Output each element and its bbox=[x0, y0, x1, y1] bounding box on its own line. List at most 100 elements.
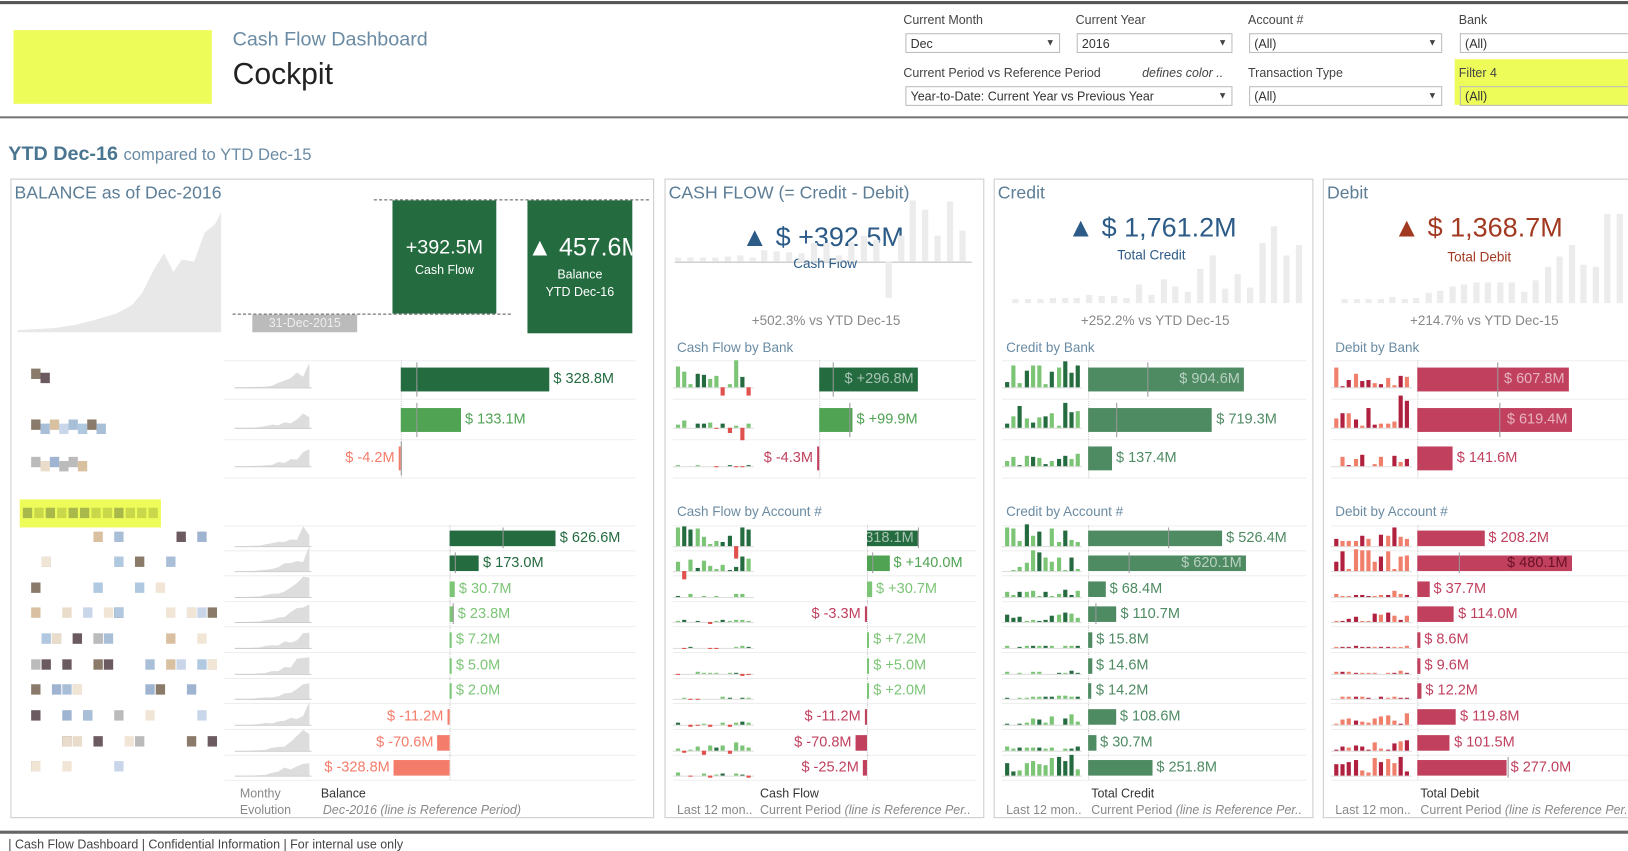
credit-accounts-bar[interactable] bbox=[1088, 530, 1223, 546]
balance-accounts-value-label: $ 173.0M bbox=[483, 553, 544, 571]
cash_flow-accounts-bar[interactable] bbox=[866, 682, 870, 699]
balance-accounts-bar[interactable] bbox=[393, 759, 450, 776]
credit-banks-bar[interactable] bbox=[1088, 407, 1213, 432]
current-year-select[interactable]: 2016 ▼ bbox=[1076, 33, 1233, 53]
row-divider bbox=[224, 703, 636, 705]
debit-accounts-bar[interactable] bbox=[1417, 605, 1454, 622]
kpi-background-bar bbox=[749, 257, 756, 262]
cash_flow-accounts-bar[interactable] bbox=[866, 657, 870, 674]
credit-accounts-bar[interactable] bbox=[1088, 580, 1106, 597]
cash_flow-banks-bar[interactable] bbox=[817, 445, 820, 470]
sparkline-bar bbox=[675, 673, 681, 675]
sparkline-bar bbox=[1379, 696, 1384, 699]
sparkline-bar bbox=[740, 466, 745, 468]
sparkline-baseline bbox=[1001, 571, 1082, 573]
reference-line bbox=[1499, 402, 1501, 437]
debit-accounts-value-label: $ 277.0M bbox=[1510, 757, 1572, 775]
cash_flow-accounts-bar[interactable] bbox=[866, 530, 918, 546]
period-select[interactable]: Year-to-Date: Current Year vs Previous Y… bbox=[905, 86, 1233, 106]
balance-accounts-bar[interactable] bbox=[449, 682, 452, 699]
debit-banks-bar[interactable] bbox=[1417, 445, 1453, 470]
sparkline-bar bbox=[1392, 455, 1397, 467]
balance-accounts-value-label: $ 23.8M bbox=[457, 604, 511, 621]
transaction-type-select[interactable]: (All) ▼ bbox=[1249, 86, 1443, 106]
row-divider bbox=[1331, 678, 1628, 680]
sparkline-bar bbox=[1398, 375, 1403, 388]
current-month-select[interactable]: Dec ▼ bbox=[905, 33, 1061, 53]
balance-accounts-bar[interactable] bbox=[437, 734, 450, 751]
sparkline-bar bbox=[695, 423, 700, 428]
sparkline-bar bbox=[1017, 566, 1023, 572]
balance-accounts-bar[interactable] bbox=[449, 605, 454, 622]
cash_flow-accounts-bar[interactable] bbox=[866, 580, 872, 597]
sparkline-bar bbox=[682, 750, 687, 753]
cash_flow-accounts-bar[interactable] bbox=[864, 605, 867, 622]
sparkline-bar bbox=[1347, 568, 1352, 572]
cash-flow-by-account-title: Cash Flow by Account # bbox=[676, 503, 822, 520]
debit-accounts-bar[interactable] bbox=[1417, 708, 1456, 725]
end-balance-line bbox=[373, 199, 649, 201]
sparkline-bar bbox=[1043, 748, 1048, 751]
redacted-account-name bbox=[103, 633, 114, 644]
cash_flow-banks-bar[interactable] bbox=[819, 367, 918, 391]
sparkline-baseline bbox=[1331, 647, 1413, 649]
credit-accounts-bar[interactable] bbox=[1088, 734, 1096, 751]
bank-select[interactable]: (All) bbox=[1459, 33, 1628, 53]
credit-accounts-bar[interactable] bbox=[1088, 605, 1117, 622]
cash_flow-accounts-bar[interactable] bbox=[862, 759, 867, 776]
credit-banks-bar[interactable] bbox=[1088, 367, 1245, 391]
debit-accounts-bar[interactable] bbox=[1417, 530, 1485, 546]
debit-accounts-bar[interactable] bbox=[1417, 734, 1450, 751]
filter4-select[interactable]: (All) bbox=[1459, 86, 1628, 106]
cash_flow-accounts-bar[interactable] bbox=[866, 554, 890, 571]
cash_flow-accounts-bar[interactable] bbox=[864, 708, 867, 725]
row-divider bbox=[1001, 755, 1307, 757]
debit-panel bbox=[1322, 178, 1628, 819]
balance-banks-bar[interactable] bbox=[398, 445, 401, 470]
debit-accounts-bar[interactable] bbox=[1417, 631, 1421, 648]
row-divider bbox=[224, 626, 636, 628]
debit-accounts-bar[interactable] bbox=[1417, 682, 1422, 699]
sparkline-bar bbox=[1385, 423, 1390, 428]
sparkline-bar bbox=[701, 723, 706, 725]
credit-banks-bar[interactable] bbox=[1088, 445, 1112, 470]
credit-accounts-bar[interactable] bbox=[1088, 657, 1092, 674]
sparkline-bar bbox=[1372, 672, 1377, 674]
sparkline-bar bbox=[1366, 538, 1371, 547]
debit-banks-bar[interactable] bbox=[1417, 407, 1572, 432]
cash_flow-accounts-bar[interactable] bbox=[855, 734, 867, 751]
debit-accounts-bar[interactable] bbox=[1417, 759, 1507, 776]
credit-accounts-bar[interactable] bbox=[1088, 682, 1092, 699]
debit-accounts-value-label: $ 12.2M bbox=[1425, 681, 1478, 698]
credit-accounts-value-label: $ 251.8M bbox=[1156, 757, 1217, 775]
debit-accounts-bar[interactable] bbox=[1417, 580, 1430, 597]
balance-accounts-bar[interactable] bbox=[449, 657, 452, 674]
account-select[interactable]: (All) ▼ bbox=[1249, 33, 1443, 53]
balance-banks-bar[interactable] bbox=[400, 367, 550, 391]
balance-accounts-bar[interactable] bbox=[449, 580, 455, 597]
sparkline-baseline bbox=[672, 387, 754, 389]
cash_flow-accounts-bar[interactable] bbox=[866, 631, 870, 648]
credit-accounts-bar[interactable] bbox=[1088, 631, 1093, 648]
sparkline-bar bbox=[701, 672, 706, 674]
balance-accounts-bar[interactable] bbox=[447, 708, 450, 725]
balance-accounts-bar[interactable] bbox=[449, 554, 479, 571]
cash_flow-banks-bar[interactable] bbox=[819, 407, 853, 432]
kpi-background-bar bbox=[1283, 255, 1290, 304]
sparkline-bar bbox=[1392, 527, 1397, 547]
sparkline-baseline bbox=[672, 724, 754, 726]
debit-accounts-value-label: $ 119.8M bbox=[1459, 707, 1520, 724]
credit-accounts-bar[interactable] bbox=[1088, 554, 1246, 571]
cash_flow-accounts-value-label: $ +2.0M bbox=[873, 681, 927, 698]
credit-accounts-bar[interactable] bbox=[1088, 708, 1116, 725]
credit-accounts-bar[interactable] bbox=[1088, 759, 1153, 776]
debit-banks-bar[interactable] bbox=[1417, 367, 1569, 391]
balance-banks-bar[interactable] bbox=[400, 407, 461, 432]
sparkline-area bbox=[234, 728, 312, 753]
debit-accounts-bar[interactable] bbox=[1417, 554, 1572, 571]
debit-change: +214.7% vs YTD Dec-15 bbox=[1410, 312, 1559, 329]
balance-accounts-bar[interactable] bbox=[449, 631, 452, 648]
debit-accounts-bar[interactable] bbox=[1417, 657, 1421, 674]
sparkline-bar bbox=[1043, 416, 1048, 428]
sparkline-bar bbox=[1056, 593, 1061, 598]
